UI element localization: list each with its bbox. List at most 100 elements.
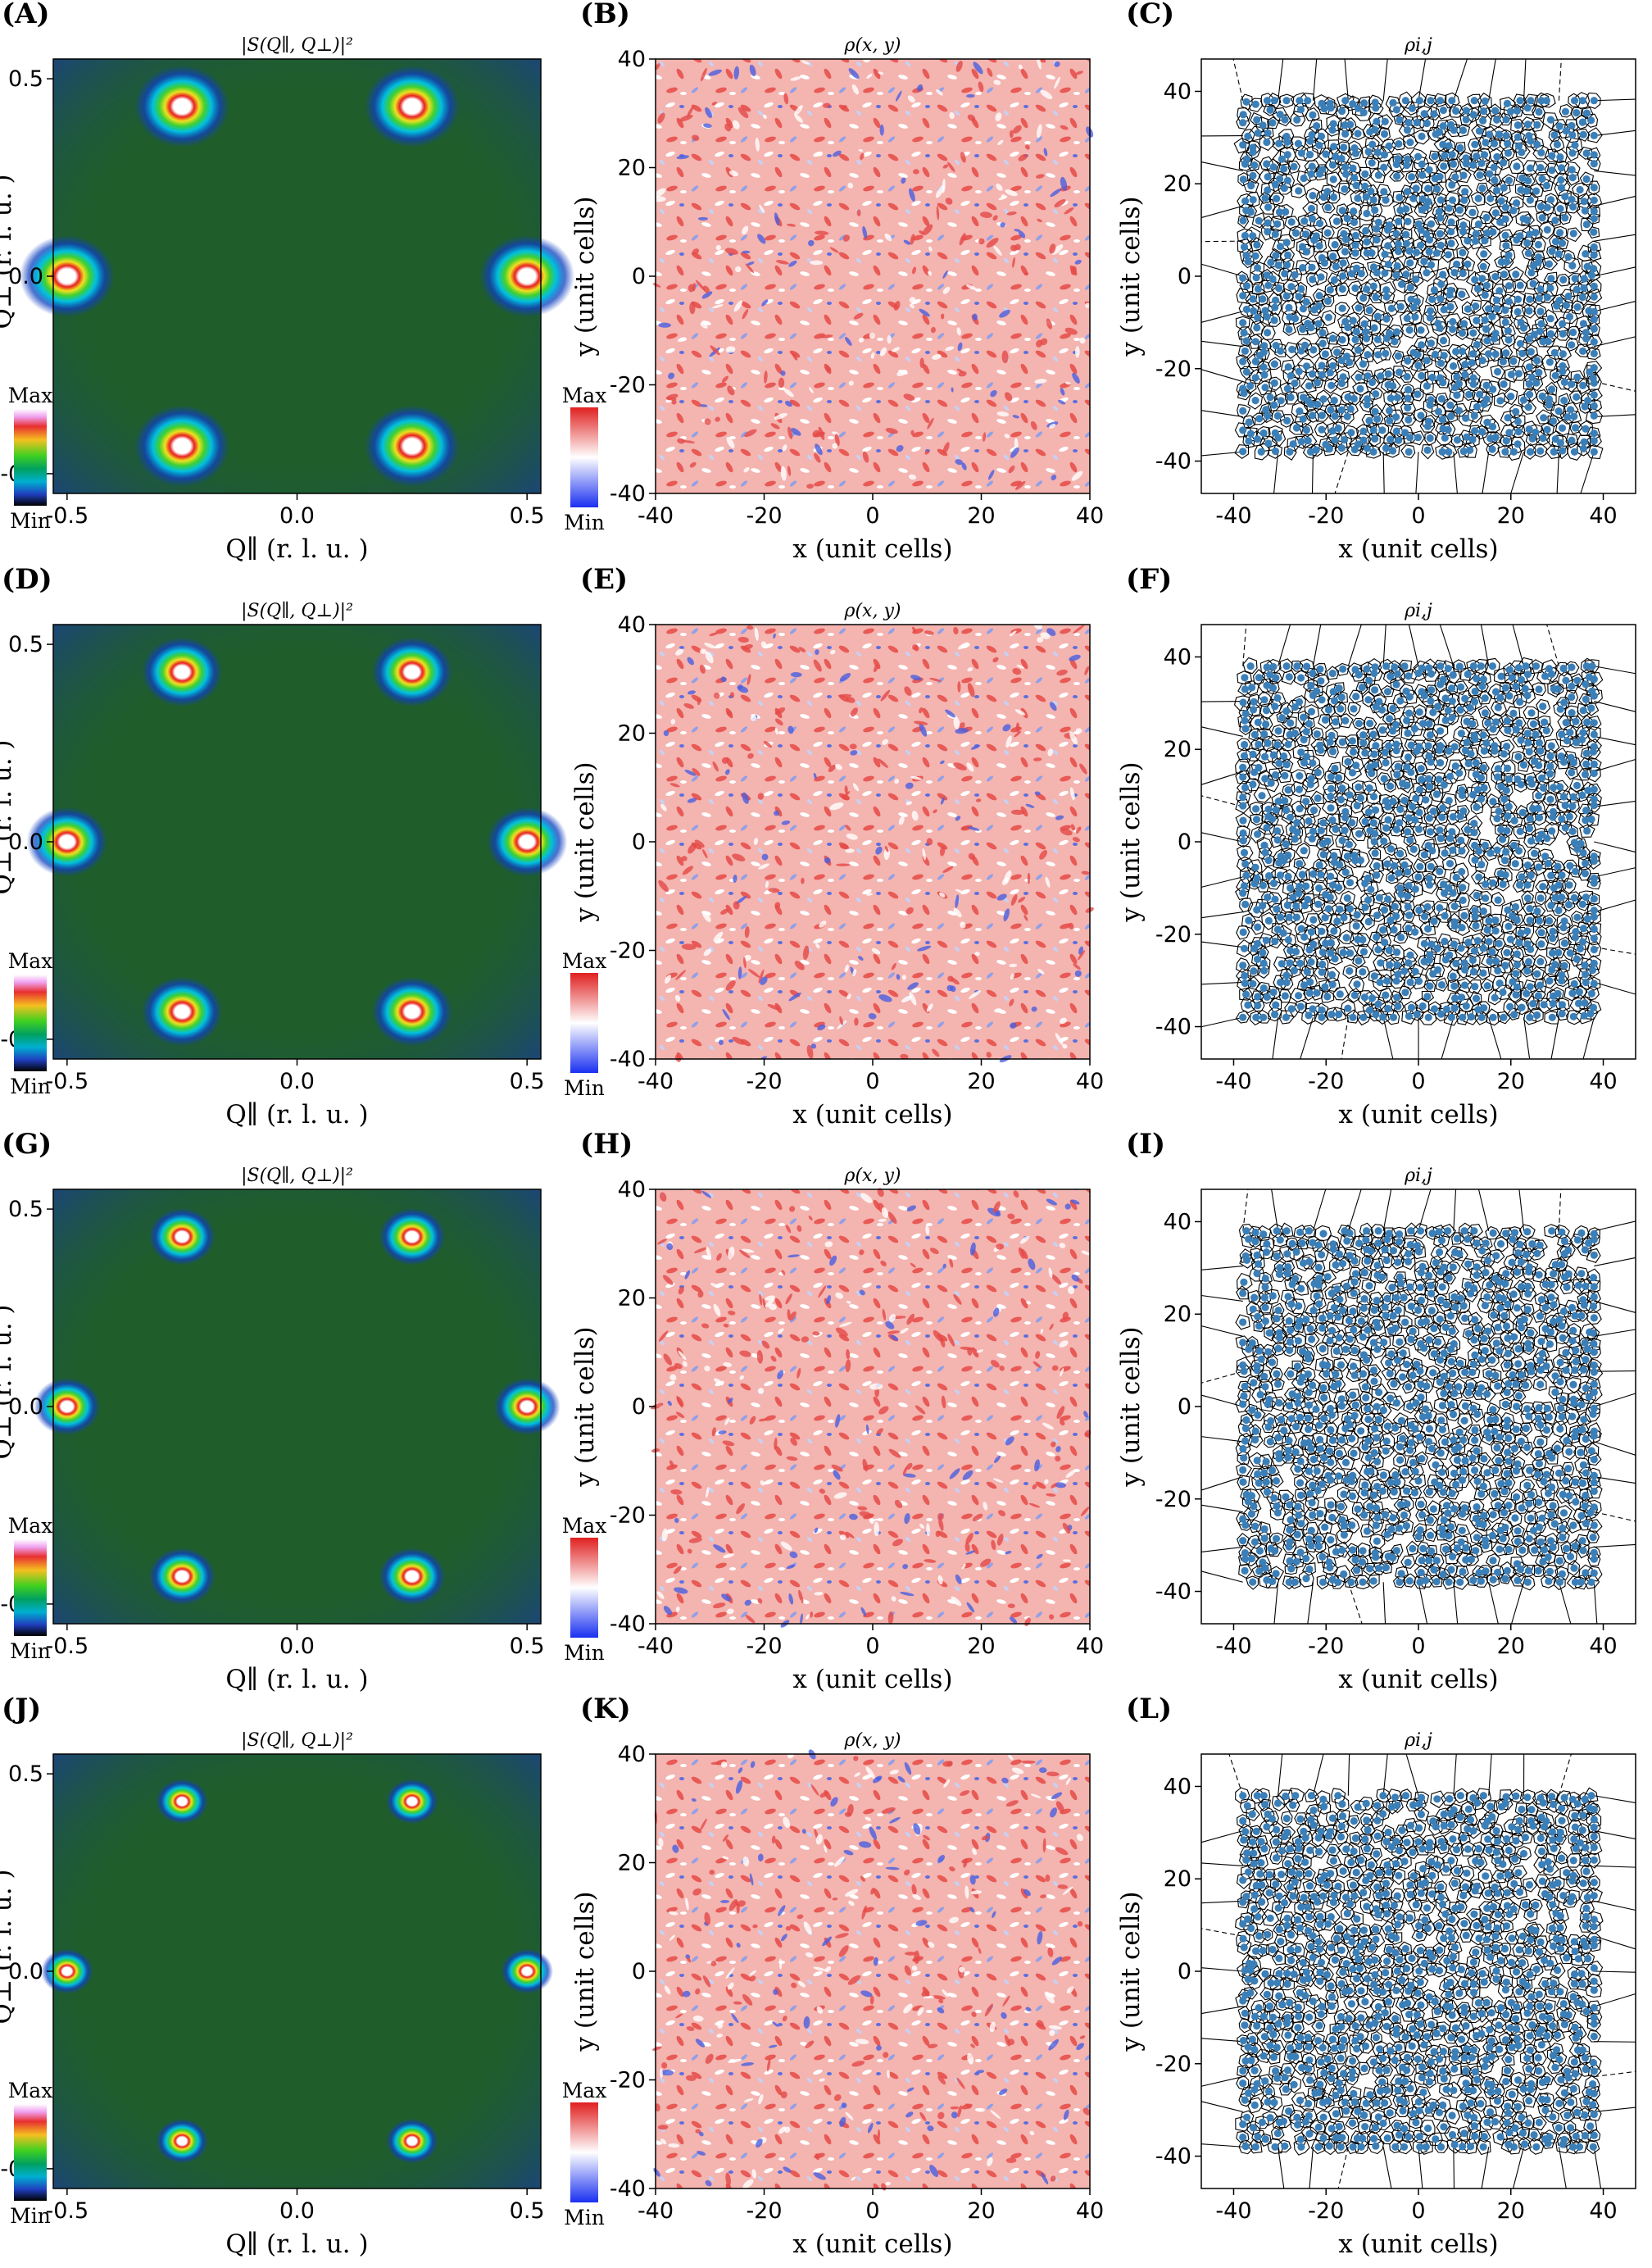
lattice-point	[1529, 720, 1538, 728]
lattice-point	[1425, 881, 1434, 889]
density-feature	[967, 114, 976, 121]
lattice-point	[1522, 662, 1530, 670]
lattice-point	[1444, 707, 1452, 715]
lattice-point	[1283, 416, 1291, 425]
lattice-point	[1436, 742, 1445, 751]
lattice-point	[1526, 448, 1535, 456]
lattice-point	[1291, 270, 1299, 279]
voronoi-cell	[1533, 302, 1548, 318]
lattice-point	[1393, 770, 1401, 779]
voronoi-cell	[1337, 125, 1355, 143]
lattice-point	[1533, 120, 1541, 129]
lattice-point	[1341, 97, 1350, 105]
density-feature	[928, 246, 933, 252]
lattice-point	[1367, 187, 1375, 195]
lattice-point	[1394, 970, 1402, 979]
lattice-point	[1582, 978, 1590, 987]
lattice-point	[1430, 110, 1438, 118]
lattice-point	[1273, 836, 1282, 844]
lattice-point	[1251, 863, 1259, 871]
lattice-point	[1422, 796, 1430, 804]
lattice-point	[1294, 139, 1302, 148]
lattice-point	[1450, 269, 1459, 277]
lattice-point	[1350, 991, 1359, 999]
density-feature	[1034, 379, 1047, 384]
lattice-point	[1448, 828, 1456, 836]
lattice-point	[1371, 686, 1379, 694]
density-feature	[908, 474, 917, 480]
lattice-point	[1305, 817, 1313, 825]
lattice-point	[1513, 950, 1521, 958]
density-feature	[1074, 259, 1082, 265]
lattice-point	[1587, 989, 1595, 998]
lattice-point	[1482, 395, 1491, 403]
panel-label: (F)	[1126, 563, 1172, 596]
lattice-point	[1253, 435, 1262, 443]
lattice-point	[1324, 313, 1332, 321]
x-axis-label: x (unit cells)	[792, 534, 952, 564]
lattice-point	[1376, 978, 1384, 986]
density-feature	[1064, 327, 1078, 335]
voronoi-cell	[1347, 146, 1363, 161]
lattice-point	[1559, 447, 1567, 455]
density-feature	[678, 114, 693, 122]
lattice-point	[1511, 902, 1520, 911]
lattice-point	[1548, 152, 1556, 160]
lattice-point	[1252, 1013, 1260, 1021]
voronoi-cell	[1263, 103, 1278, 116]
lattice-point	[1239, 802, 1247, 810]
voronoi-cell	[1424, 431, 1436, 447]
panel-title: |S(Q∥, Q⊥)|²	[241, 1166, 353, 1186]
lattice-point	[1239, 837, 1247, 845]
lattice-point	[1428, 295, 1436, 303]
lattice-point	[1427, 697, 1435, 705]
lattice-point	[1517, 929, 1525, 937]
lattice-point	[1524, 176, 1532, 185]
y-tick-label: 20	[1164, 171, 1191, 197]
lattice-point	[1415, 97, 1423, 105]
lattice-point	[1489, 228, 1497, 236]
lattice-point	[1497, 672, 1505, 680]
lattice-point	[1415, 808, 1423, 816]
lattice-point	[1341, 716, 1350, 725]
lattice-point	[1323, 993, 1332, 1001]
lattice-point	[1309, 411, 1317, 420]
density-feature	[919, 230, 924, 235]
lattice-point	[1414, 361, 1423, 370]
lattice-point	[1436, 834, 1445, 843]
lattice-point	[1441, 694, 1450, 702]
lattice-point	[1380, 130, 1389, 139]
lattice-point	[1464, 759, 1473, 768]
lattice-point	[1491, 927, 1500, 935]
density-feature	[1054, 76, 1060, 89]
lattice-point	[1241, 710, 1250, 718]
density-feature	[700, 67, 707, 82]
voronoi-cell	[1350, 125, 1365, 140]
density-feature	[787, 426, 793, 439]
voronoi-cell	[1314, 389, 1333, 407]
lattice-point	[1435, 775, 1443, 784]
lattice-point	[1249, 232, 1257, 240]
lattice-point	[1392, 413, 1400, 421]
lattice-point	[1269, 879, 1278, 888]
lattice-point	[1478, 275, 1486, 283]
lattice-point	[1318, 960, 1327, 969]
lattice-point	[1517, 736, 1525, 744]
y-tick-label: -20	[610, 939, 646, 964]
density-feature	[701, 291, 713, 299]
lattice-point	[1440, 352, 1448, 360]
lattice-point	[1582, 250, 1590, 258]
lattice-point	[1283, 901, 1291, 909]
voronoi-cell	[1352, 382, 1369, 396]
lattice-point	[1469, 161, 1477, 169]
lattice-point	[1346, 905, 1354, 913]
lattice-point	[1527, 348, 1535, 356]
lattice-point	[1269, 662, 1278, 671]
lattice-point	[1313, 989, 1321, 997]
colorbar-min-label: Min	[10, 1075, 51, 1098]
lattice-point	[1403, 188, 1411, 196]
bragg-peak	[34, 1378, 101, 1435]
lattice-point	[1471, 687, 1479, 696]
density-feature	[700, 404, 708, 407]
lattice-point	[1445, 884, 1453, 893]
